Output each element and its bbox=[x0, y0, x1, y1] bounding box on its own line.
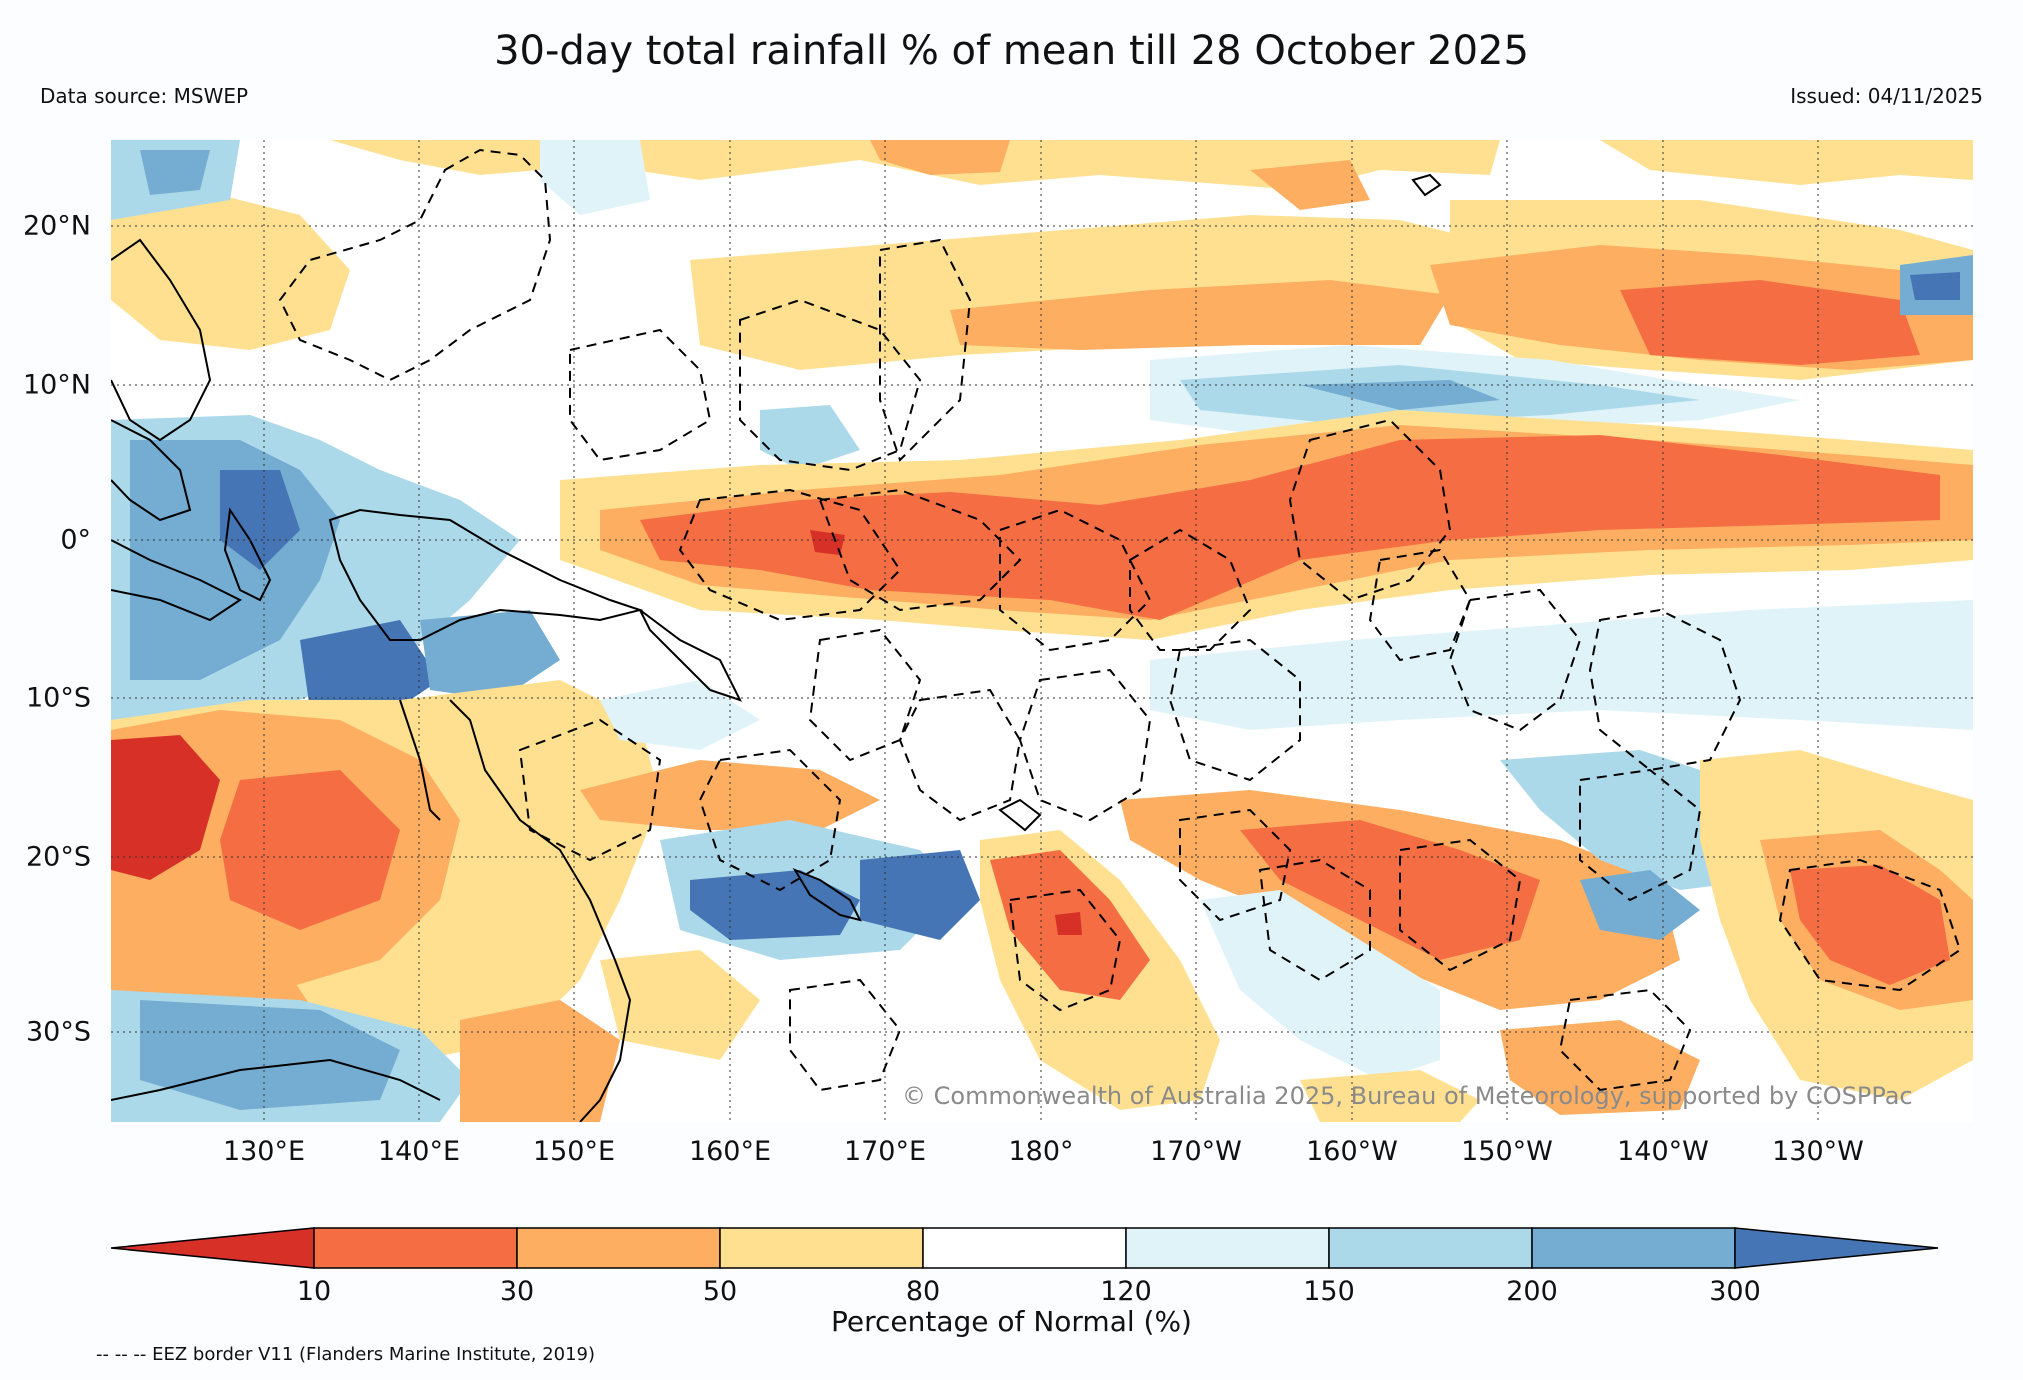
colorbar-segment-150-200 bbox=[1328, 1227, 1533, 1269]
colorbar-tick-300: 300 bbox=[1709, 1276, 1761, 1307]
colorbar-segment-10-30 bbox=[313, 1227, 518, 1269]
lon-label-150w: 150°W bbox=[1461, 1136, 1553, 1167]
lat-label-20s: 20°S bbox=[26, 841, 91, 873]
colorbar-tick-10: 10 bbox=[296, 1276, 332, 1307]
lon-label-160w: 160°W bbox=[1306, 1136, 1398, 1167]
lon-label-170w: 170°W bbox=[1150, 1136, 1242, 1167]
colorbar-segment-80-120 bbox=[922, 1227, 1127, 1269]
colorbar-min-extension bbox=[110, 1227, 315, 1269]
colorbar-segment-30-50 bbox=[516, 1227, 721, 1269]
colorbar-segment-120-150 bbox=[1125, 1227, 1330, 1269]
lat-label-30s: 30°S bbox=[26, 1016, 91, 1048]
coastlines bbox=[111, 173, 1442, 1122]
issued-date-label: Issued: 04/11/2025 bbox=[1790, 84, 1983, 108]
lon-label-140e: 140°E bbox=[377, 1136, 461, 1167]
colorbar-max-extension bbox=[1734, 1227, 1939, 1269]
colorbar-title: Percentage of Normal (%) bbox=[831, 1305, 1192, 1338]
lon-label-160e: 160°E bbox=[688, 1136, 772, 1167]
map-title: 30-day total rainfall % of mean till 28 … bbox=[494, 28, 1529, 74]
lat-label-10s: 10°S bbox=[26, 682, 91, 714]
lat-label-10n: 10°N bbox=[22, 369, 91, 401]
graticule bbox=[111, 140, 1973, 1122]
eez-borders bbox=[278, 148, 1962, 1092]
eez-border-note: -- -- -- EEZ border V11 (Flanders Marine… bbox=[96, 1344, 596, 1365]
lat-label-0: 0° bbox=[60, 524, 91, 556]
colorbar-tick-150: 150 bbox=[1303, 1276, 1355, 1307]
lon-label-180: 180° bbox=[1008, 1136, 1074, 1167]
data-source-label: Data source: MSWEP bbox=[40, 84, 249, 108]
colorbar-tick-200: 200 bbox=[1506, 1276, 1558, 1307]
lon-label-130w: 130°W bbox=[1772, 1136, 1864, 1167]
rainfall-anomaly-fields bbox=[111, 140, 1973, 1122]
colorbar-tick-30: 30 bbox=[499, 1276, 535, 1307]
colorbar-segment-200-300 bbox=[1531, 1227, 1736, 1269]
colorbar-tick-50: 50 bbox=[702, 1276, 738, 1307]
colorbar bbox=[110, 1227, 1939, 1269]
lon-label-140w: 140°W bbox=[1617, 1136, 1709, 1167]
lat-label-20n: 20°N bbox=[22, 210, 91, 242]
colorbar-tick-120: 120 bbox=[1100, 1276, 1152, 1307]
colorbar-segment-50-80 bbox=[719, 1227, 924, 1269]
lon-label-150e: 150°E bbox=[532, 1136, 616, 1167]
colorbar-tick-80: 80 bbox=[905, 1276, 941, 1307]
copyright-notice: © Commonwealth of Australia 2025, Bureau… bbox=[902, 1082, 1913, 1110]
lon-label-130e: 130°E bbox=[222, 1136, 306, 1167]
lon-label-170e: 170°E bbox=[843, 1136, 927, 1167]
